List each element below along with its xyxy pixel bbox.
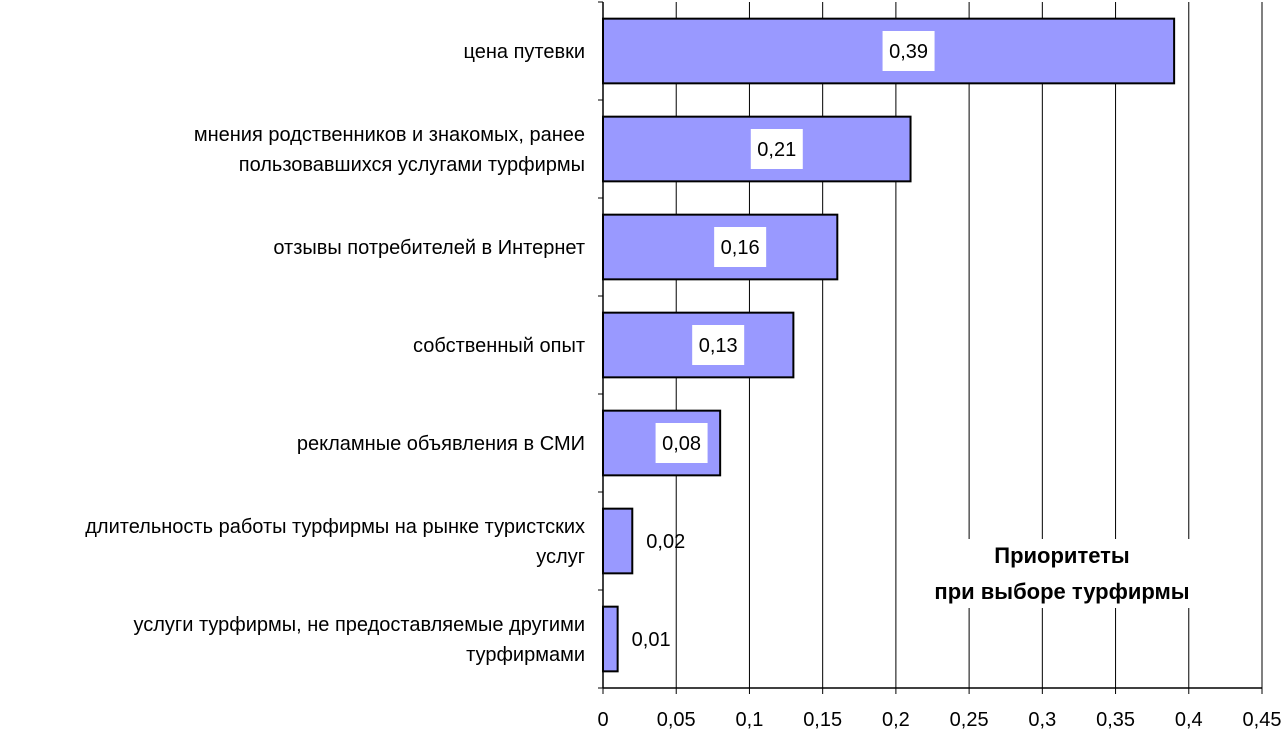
data-label-box xyxy=(655,423,708,463)
data-label: 0,39 xyxy=(889,41,928,63)
x-tick-label: 0,35 xyxy=(1096,709,1135,731)
x-tick-label: 0,05 xyxy=(657,709,696,731)
category-label: цена путевки xyxy=(463,41,585,63)
x-tick-label: 0,2 xyxy=(882,709,910,731)
data-label: 0,01 xyxy=(632,629,671,651)
x-tick-label: 0,1 xyxy=(736,709,764,731)
x-tick-label: 0 xyxy=(597,709,608,731)
category-label: услуги турфирмы, не предоставляемые друг… xyxy=(133,614,585,666)
x-tick-label: 0,45 xyxy=(1243,709,1282,731)
data-label: 0,13 xyxy=(699,335,738,357)
x-tick-label: 0,3 xyxy=(1028,709,1056,731)
category-label: собственный опыт xyxy=(413,335,585,357)
x-tick-label: 0,15 xyxy=(803,709,842,731)
bar xyxy=(602,605,619,673)
bar xyxy=(602,17,1176,85)
category-label: рекламные объявления в СМИ xyxy=(297,433,585,455)
bar xyxy=(602,507,634,575)
data-label: 0,21 xyxy=(757,139,796,161)
data-label: 0,16 xyxy=(721,237,760,259)
bar xyxy=(602,213,839,281)
data-label-box xyxy=(692,325,745,365)
chart-title-backing xyxy=(926,539,1198,608)
data-label-box xyxy=(714,227,767,267)
category-label: отзывы потребителей в Интернет xyxy=(273,237,585,259)
labels: 0 0,05 0,1 0,15 0,2 0,25 0,3 0,35 0,4 0,45 цена пу… xyxy=(85,31,1281,731)
axes xyxy=(598,1,1263,694)
x-tick-label: 0,25 xyxy=(950,709,989,731)
category-label: мнения родственников и знакомых, ранее по… xyxy=(194,124,585,176)
category-label: длительность работы турфирмы на рынке ту… xyxy=(85,516,585,568)
data-label: 0,02 xyxy=(646,531,685,553)
chart-title: Приоритеты при выборе турфирмы xyxy=(934,543,1189,604)
data-label-box xyxy=(882,31,935,71)
data-label: 0,08 xyxy=(662,433,701,455)
x-tick-label: 0,4 xyxy=(1175,709,1203,731)
data-label-box xyxy=(750,129,803,169)
